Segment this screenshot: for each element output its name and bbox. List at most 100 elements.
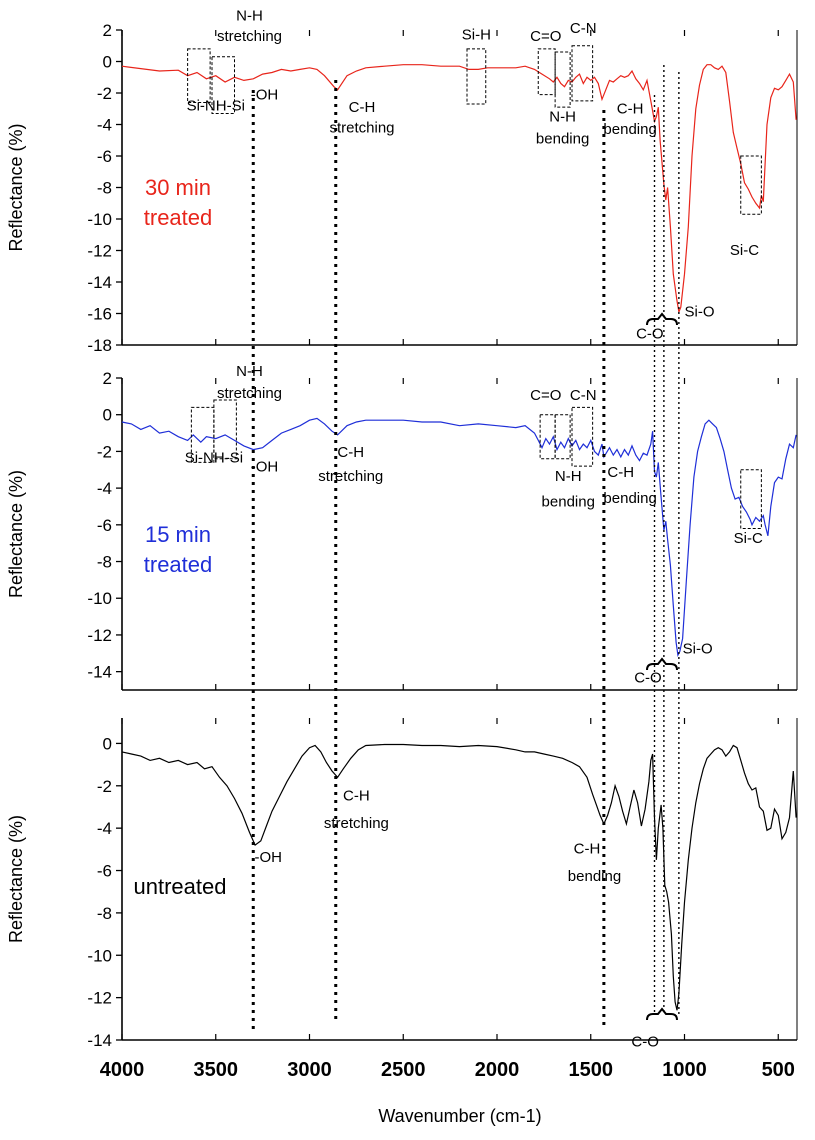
annotation-label: bending [603,490,656,507]
spectrum-line [121,64,797,315]
sample-label: treated [144,552,213,577]
y-tick-label: -4 [97,116,112,135]
annotation-box [211,56,235,114]
y-tick-label: -4 [97,479,112,498]
annotation-label: -OH [255,849,283,866]
annotation-label: C-H [617,100,644,117]
annotation-label: stretching [318,468,383,485]
y-tick-label: -12 [87,989,112,1008]
y-tick-label: -2 [97,442,112,461]
x-tick-label: 2500 [381,1059,426,1081]
annotation-box [213,399,237,460]
sample-label: 30 min [145,175,211,200]
sample-label: 15 min [145,522,211,547]
annotation-box [740,469,762,529]
x-tick-label: 2000 [475,1059,520,1081]
y-tick-label: 0 [103,406,112,425]
y-tick-label: -14 [87,1031,112,1050]
annotation-label: Si-O [685,304,715,321]
annotation-label: stretching [324,815,389,832]
y-tick-label: -12 [87,242,112,261]
x-tick-label: 500 [762,1059,795,1081]
sample-label: untreated [134,874,227,899]
annotation-box [554,51,571,108]
annotation-label: C-H [574,841,601,858]
y-tick-label: -6 [97,862,112,881]
annotation-label: C=O [530,28,561,45]
y-tick-label: 2 [103,21,112,40]
annotation-box [537,48,556,96]
y-axis-label: Reflectance (%) [6,470,26,598]
x-tick-label: 1000 [662,1059,707,1081]
annotation-label: Si-C [730,242,759,259]
y-tick-label: -2 [97,777,112,796]
y-tick-label: -18 [87,336,112,355]
annotation-label: Si-H [462,26,491,43]
annotation-label: N-H [555,468,582,485]
y-axis-label: Reflectance (%) [6,815,26,943]
annotation-label: stretching [217,28,282,45]
y-tick-label: -10 [87,589,112,608]
annotation-box [554,414,571,460]
annotation-label: C-N [570,20,597,37]
annotation-label: C-O [636,326,664,343]
y-tick-label: 0 [103,53,112,72]
annotation-label: bending [568,868,621,885]
annotation-label: N-H [236,363,263,380]
x-axis-label: Wavenumber (cm-1) [378,1106,541,1126]
y-tick-label: -8 [97,179,112,198]
sample-label: treated [144,205,213,230]
annotation-label: stretching [329,119,394,136]
y-tick-label: -6 [97,516,112,535]
annotation-label: C-H [607,464,634,481]
panel-30min-treated: 2 0 -2 -4 -6 -8 -10 -12 -14 -16 -18 Reflectance (%)… [6,8,798,355]
annotation-label: C=O [530,387,561,404]
annotation-label: bending [542,493,595,510]
annotation-label: -OH [251,459,279,476]
x-tick-label: 3000 [287,1059,332,1081]
annotation-label: Si-O [683,640,713,657]
co-brace [646,1007,678,1021]
annotation-label: C-N [570,387,597,404]
spectrum-line [121,743,797,1011]
annotation-label: C-O [634,670,662,687]
y-tick-label: -10 [87,210,112,229]
y-tick-label: -14 [87,663,112,682]
annotation-box [187,48,211,103]
y-tick-label: -4 [97,819,112,838]
annotation-label: N-H [236,8,263,25]
annotation-label: stretching [217,385,282,402]
annotation-label: C-H [337,444,364,461]
y-tick-label: -14 [87,273,112,292]
annotation-box [571,406,594,467]
annotation-label: C-H [343,788,370,805]
annotation-label: bending [603,121,656,138]
annotation-label: C-O [631,1033,659,1050]
x-tick-label: 4000 [100,1059,145,1081]
panel-15min-treated: 2 0 -2 -4 -6 -8 -10 -12 -14 Reflectance (%) Si-NH-… [6,363,798,691]
y-tick-label: -8 [97,904,112,923]
y-tick-label: -8 [97,553,112,572]
spectrum-line [121,417,797,658]
y-tick-label: -10 [87,946,112,965]
y-tick-label: -6 [97,147,112,166]
annotation-label: -OH [251,86,279,103]
annotation-box [571,45,594,102]
co-brace [646,657,678,671]
y-tick-label: 2 [103,369,112,388]
x-tick-label: 1500 [569,1059,614,1081]
x-tick-label: 3500 [194,1059,239,1081]
co-brace [646,312,678,326]
y-tick-label: 0 [103,734,112,753]
overlay-guides [251,65,680,1030]
annotation-label: bending [536,130,589,147]
annotation-label: N-H [549,108,576,125]
annotation-label: C-H [349,99,376,116]
panel-untreated: 0 -2 -4 -6 -8 -10 -12 -14 Reflectance (%) -OH C-H s… [6,718,798,1081]
annotation-label: Si-NH-Si [187,97,245,114]
annotation-box [466,48,487,105]
y-tick-label: -16 [87,305,112,324]
y-axis-label: Reflectance (%) [6,123,26,251]
y-tick-label: -12 [87,626,112,645]
